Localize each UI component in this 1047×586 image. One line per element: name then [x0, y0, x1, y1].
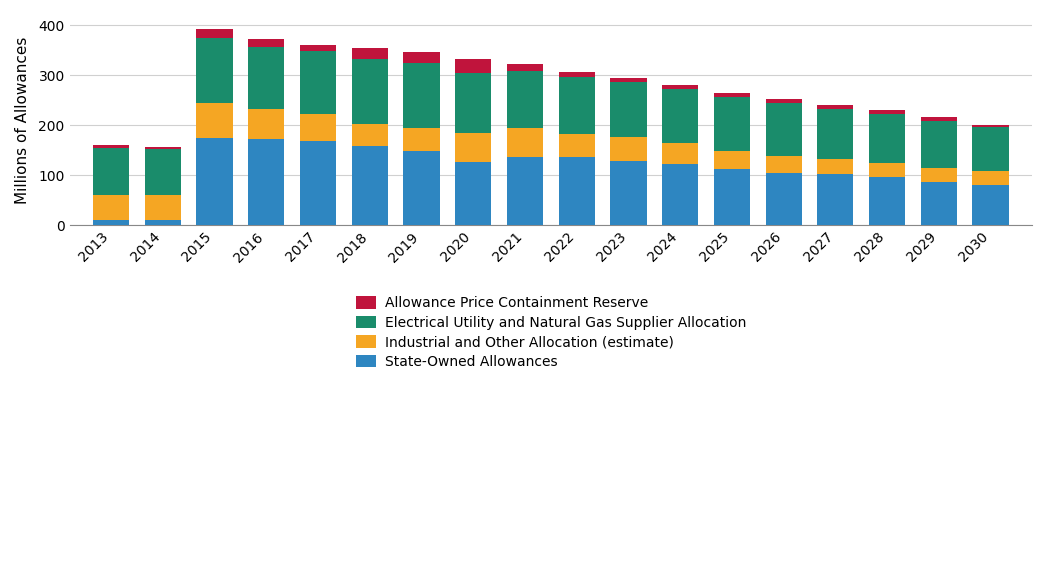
Bar — [869, 114, 906, 162]
Bar — [197, 38, 232, 103]
Bar — [920, 121, 957, 168]
Bar — [93, 148, 129, 195]
Bar — [352, 59, 387, 124]
Bar — [869, 162, 906, 176]
Bar — [403, 151, 440, 225]
Bar — [248, 139, 285, 225]
Bar — [558, 134, 595, 156]
Y-axis label: Millions of Allowances: Millions of Allowances — [15, 36, 30, 204]
Bar — [144, 195, 181, 220]
Bar — [197, 29, 232, 38]
Bar — [973, 124, 1008, 127]
Bar — [765, 173, 802, 225]
Bar — [248, 46, 285, 109]
Bar — [610, 82, 646, 137]
Bar — [662, 143, 698, 164]
Bar — [144, 149, 181, 195]
Bar — [93, 220, 129, 225]
Bar — [973, 127, 1008, 171]
Bar — [662, 85, 698, 89]
Bar — [507, 128, 543, 156]
Bar — [714, 97, 750, 151]
Bar — [610, 137, 646, 161]
Bar — [714, 151, 750, 169]
Bar — [818, 108, 853, 158]
Bar — [507, 64, 543, 70]
Bar — [973, 185, 1008, 225]
Bar — [558, 77, 595, 134]
Bar — [869, 176, 906, 225]
Bar — [818, 173, 853, 225]
Bar — [299, 45, 336, 51]
Bar — [403, 52, 440, 63]
Bar — [197, 103, 232, 138]
Legend: Allowance Price Containment Reserve, Electrical Utility and Natural Gas Supplier: Allowance Price Containment Reserve, Ele… — [350, 291, 752, 374]
Bar — [507, 70, 543, 128]
Bar — [714, 169, 750, 225]
Bar — [610, 78, 646, 82]
Bar — [818, 158, 853, 173]
Bar — [403, 128, 440, 151]
Bar — [818, 104, 853, 108]
Bar — [765, 155, 802, 173]
Bar — [93, 145, 129, 148]
Bar — [662, 164, 698, 225]
Bar — [610, 161, 646, 225]
Bar — [144, 146, 181, 149]
Bar — [765, 103, 802, 155]
Bar — [299, 114, 336, 141]
Bar — [507, 156, 543, 225]
Bar — [248, 109, 285, 139]
Bar — [920, 182, 957, 225]
Bar — [920, 117, 957, 121]
Bar — [455, 73, 491, 133]
Bar — [455, 59, 491, 73]
Bar — [558, 71, 595, 77]
Bar — [455, 162, 491, 225]
Bar — [403, 63, 440, 128]
Bar — [352, 146, 387, 225]
Bar — [197, 138, 232, 225]
Bar — [299, 141, 336, 225]
Bar — [93, 195, 129, 220]
Bar — [352, 47, 387, 59]
Bar — [973, 171, 1008, 185]
Bar — [765, 99, 802, 103]
Bar — [662, 89, 698, 143]
Bar — [869, 110, 906, 114]
Bar — [352, 124, 387, 146]
Bar — [455, 133, 491, 162]
Bar — [299, 51, 336, 114]
Bar — [144, 220, 181, 225]
Bar — [558, 156, 595, 225]
Bar — [920, 168, 957, 182]
Bar — [714, 93, 750, 97]
Bar — [248, 39, 285, 46]
